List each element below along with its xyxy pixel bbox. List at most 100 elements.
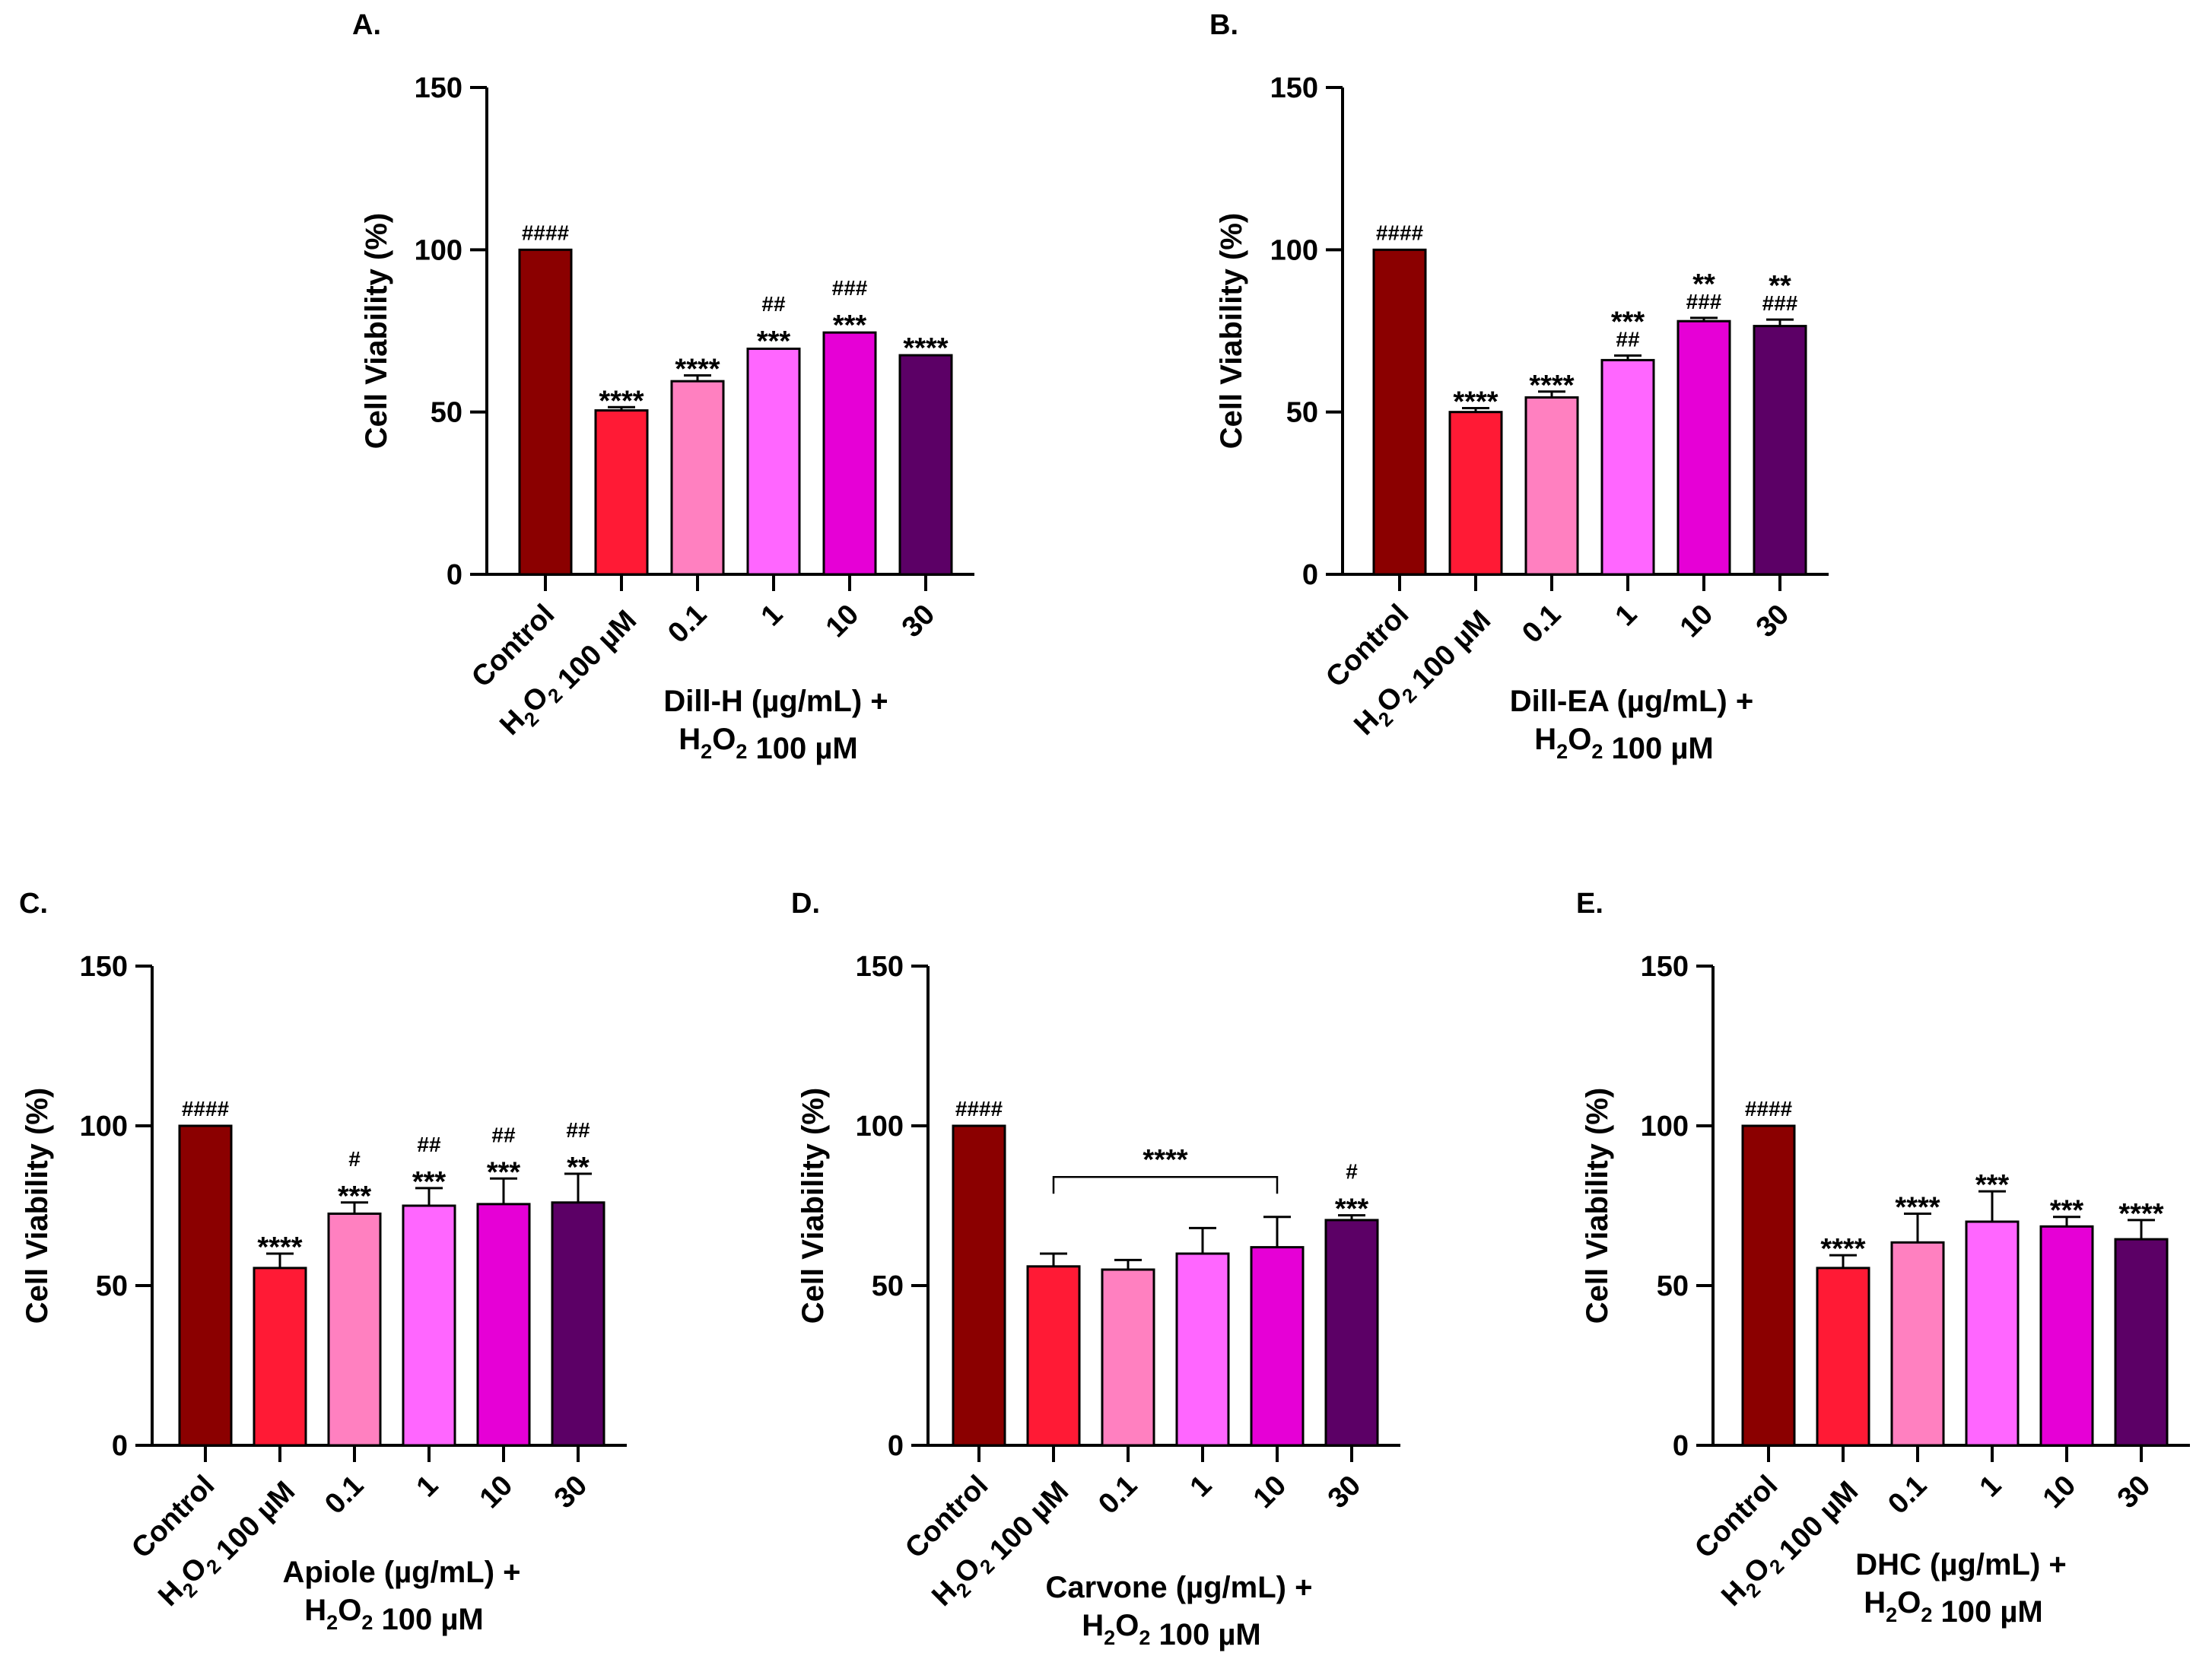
panel-label: E.: [1576, 888, 1603, 920]
y-tick-label: 0: [112, 1430, 128, 1462]
x-axis-title-line1: Dill-H (µg/mL) +: [663, 685, 888, 718]
significance-label: ##: [566, 1118, 590, 1142]
bar-1: [1372, 248, 1427, 576]
significance-label: ***: [1335, 1194, 1369, 1225]
bar-5: [476, 1203, 531, 1447]
significance-label: ###: [1686, 290, 1722, 313]
x-tick-label: 0.1: [1092, 1470, 1143, 1521]
bar-4: [746, 347, 801, 576]
x-tick-label: 1: [1974, 1470, 2008, 1504]
y-tick-label: 50: [431, 397, 462, 429]
significance-label: ***: [757, 326, 791, 358]
bar-5: [2039, 1225, 2094, 1447]
x-axis-title-line2: H2O2 100 µM: [1082, 1609, 1260, 1651]
bar-5: [1676, 319, 1731, 576]
x-tick-label: 10: [820, 599, 866, 644]
significance-label: ****: [1529, 370, 1574, 402]
y-tick-label: 0: [1302, 559, 1318, 591]
y-tick-label: 50: [96, 1270, 128, 1302]
significance-label: ####: [955, 1097, 1003, 1120]
y-tick-label: 150: [856, 951, 904, 983]
bar-2: [1448, 411, 1503, 576]
bar-3: [1524, 396, 1579, 576]
bar-5: [822, 331, 877, 576]
significance-label: ###: [1762, 291, 1798, 315]
significance-label: ***: [487, 1156, 521, 1188]
x-tick-label: 30: [548, 1470, 594, 1515]
y-tick-label: 0: [888, 1430, 904, 1462]
significance-label: ***: [833, 310, 867, 342]
bar-2: [1816, 1267, 1870, 1447]
x-tick-label: 1: [1184, 1470, 1219, 1504]
bar-1: [178, 1124, 233, 1447]
bar-2: [594, 409, 649, 576]
x-tick-label: 10: [1674, 599, 1720, 644]
x-axis-title-line1: Carvone (µg/mL) +: [1046, 1571, 1313, 1604]
x-axis-title-line2: H2O2 100 µM: [1534, 723, 1713, 765]
bar-4: [1965, 1220, 2020, 1447]
x-tick-label: H2O2 100 µM: [152, 1470, 301, 1619]
y-tick-label: 100: [856, 1111, 904, 1143]
bar-3: [1101, 1268, 1155, 1447]
x-tick-label: 10: [1247, 1470, 1293, 1515]
bar-1: [1741, 1124, 1796, 1447]
bar-6: [2114, 1238, 2169, 1447]
significance-label: **: [1769, 270, 1791, 302]
significance-label: ****: [257, 1232, 302, 1264]
x-tick-label: H2O2 100 µM: [1715, 1470, 1864, 1619]
x-axis-title-line2: H2O2 100 µM: [1864, 1586, 2042, 1629]
bar-6: [1324, 1219, 1379, 1447]
significance-label: ****: [1820, 1233, 1865, 1265]
panel-label: B.: [1209, 9, 1238, 41]
y-axis-title: Cell Viability (%): [360, 213, 393, 449]
x-tick-label: 30: [2112, 1470, 2157, 1515]
significance-label: #: [1346, 1160, 1358, 1184]
y-tick-label: 100: [1270, 234, 1318, 266]
y-tick-label: 50: [872, 1270, 904, 1302]
bar-3: [1890, 1241, 1945, 1447]
bar-4: [1175, 1252, 1230, 1447]
y-tick-label: 100: [1641, 1111, 1689, 1143]
bar-1: [952, 1124, 1006, 1447]
significance-label: ####: [522, 221, 570, 244]
x-tick-label: 1: [1610, 599, 1644, 633]
significance-label: **: [1692, 269, 1715, 300]
significance-label: ##: [1616, 327, 1640, 351]
bar-2: [253, 1267, 307, 1447]
y-axis-title: Cell Viability (%): [1215, 213, 1248, 449]
y-axis-title: Cell Viability (%): [1581, 1088, 1614, 1324]
y-tick-label: 100: [80, 1111, 128, 1143]
panel-label: D.: [791, 888, 820, 920]
y-tick-label: 100: [415, 234, 462, 266]
significance-bracket: [1052, 1175, 1279, 1194]
y-tick-label: 0: [447, 559, 462, 591]
y-tick-label: 0: [1673, 1430, 1689, 1462]
bar-4: [1600, 358, 1655, 576]
x-tick-label: 0.1: [319, 1470, 370, 1521]
y-tick-label: 150: [80, 951, 128, 983]
significance-label: **: [567, 1152, 590, 1184]
x-tick-label: 1: [411, 1470, 445, 1504]
bar-6: [898, 354, 953, 576]
bar-5: [1250, 1246, 1305, 1447]
significance-label: ##: [417, 1133, 441, 1156]
significance-label: ##: [491, 1123, 516, 1146]
significance-label: #: [348, 1147, 361, 1171]
significance-label: ****: [599, 385, 644, 417]
significance-label: ****: [1453, 386, 1498, 418]
x-axis-title-line1: Apiole (µg/mL) +: [282, 1556, 520, 1589]
bar-4: [402, 1204, 456, 1447]
significance-label: ***: [412, 1166, 447, 1198]
significance-label: ***: [1975, 1169, 2010, 1201]
y-axis-title: Cell Viability (%): [21, 1088, 54, 1324]
significance-label: ****: [675, 353, 720, 385]
x-tick-label: 0.1: [1516, 599, 1567, 650]
significance-label: ***: [338, 1181, 372, 1213]
